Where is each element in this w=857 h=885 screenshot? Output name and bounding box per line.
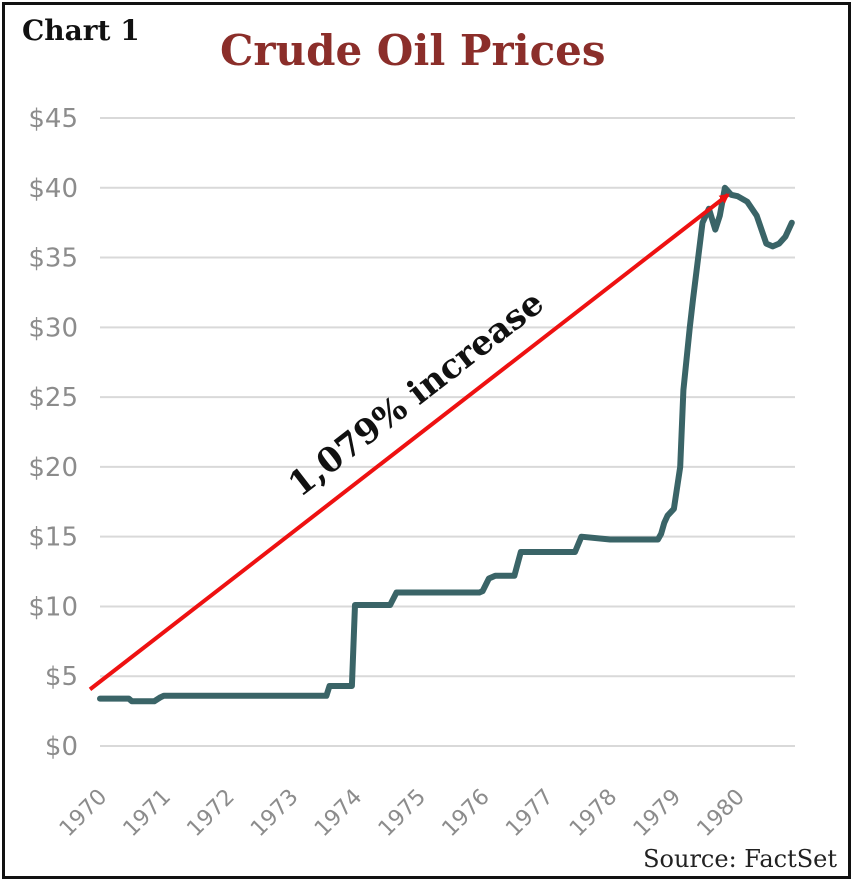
increase-arrow: [88, 193, 730, 691]
chart-title: Crude Oil Prices: [220, 26, 606, 75]
x-tick-label: 1978: [565, 785, 622, 842]
y-tick-label: $40: [28, 174, 78, 204]
x-tick-label: 1980: [693, 785, 750, 842]
y-tick-label: $10: [28, 592, 78, 622]
x-tick-label: 1975: [374, 785, 431, 842]
x-tick-label: 1974: [310, 785, 367, 842]
y-tick-label: $5: [45, 662, 78, 692]
x-tick-label: 1971: [119, 785, 176, 842]
y-tick-label: $0: [45, 732, 78, 762]
source-note: Source: FactSet: [643, 845, 837, 873]
y-tick-label: $35: [28, 244, 78, 274]
x-tick-label: 1979: [629, 785, 686, 842]
x-tick-label: 1972: [182, 785, 239, 842]
y-tick-label: $25: [28, 383, 78, 413]
x-tick-label: 1977: [501, 785, 558, 842]
y-tick-label: $45: [28, 104, 78, 134]
x-tick-label: 1973: [246, 785, 303, 842]
increase-annotation-label: 1,079% increase: [281, 283, 551, 505]
chart-number-label: Chart 1: [22, 14, 140, 47]
y-tick-label: $30: [28, 313, 78, 343]
x-tick-label: 1976: [438, 785, 495, 842]
price-series-line: [97, 184, 795, 705]
y-tick-label: $20: [28, 453, 78, 483]
x-tick-label: 1970: [55, 785, 112, 842]
y-tick-label: $15: [28, 523, 78, 553]
